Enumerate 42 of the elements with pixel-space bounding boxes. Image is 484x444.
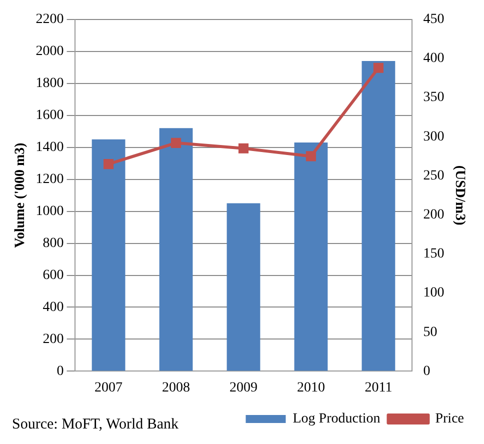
y2-tick-label: 50: [423, 324, 438, 340]
bar: [92, 139, 126, 371]
y2-tick-label: 200: [423, 208, 444, 223]
bar: [159, 128, 193, 371]
y-tick-label: 1800: [36, 76, 64, 92]
legend-label: Log Production: [292, 412, 380, 427]
y2-tick-label: 100: [423, 286, 444, 301]
y2-tick-label: 300: [423, 129, 444, 144]
y2-axis-title: (USD/m3): [452, 165, 467, 226]
y-tick-label: 1400: [36, 140, 64, 155]
legend-label: Price: [435, 412, 464, 427]
x-tick-label: 2011: [364, 380, 392, 396]
y2-tick-label: 350: [423, 90, 444, 106]
y-tick-label: 400: [42, 300, 64, 315]
y-tick-label: 1200: [36, 172, 64, 187]
point: [104, 158, 114, 170]
y-tick-label: 1000: [36, 204, 64, 219]
y-tick-label: 200: [42, 332, 64, 347]
point: [373, 62, 384, 73]
source-note: Source: MoFT, World Bank: [12, 416, 180, 432]
y-tick-label: 600: [42, 268, 64, 283]
y2-tick-label: 150: [423, 246, 444, 262]
y-tick-label: 2200: [36, 12, 64, 28]
y2-tick-label: 400: [423, 51, 444, 66]
y-tick-label: 800: [42, 236, 64, 251]
x-tick-label: 2010: [296, 380, 325, 396]
x-tick-label: 2009: [230, 380, 258, 396]
y2-tick-label: 0: [423, 364, 430, 379]
bar: [362, 60, 396, 371]
y-tick-label: 2000: [36, 44, 64, 60]
y-tick-label: 0: [56, 364, 64, 379]
y2-tick-label: 250: [423, 168, 444, 184]
y-axis-title: Volume ('000 m3): [13, 142, 28, 248]
bar: [294, 142, 328, 371]
point: [238, 143, 249, 154]
y2-tick-label: 450: [423, 12, 444, 28]
x-tick-label: 2007: [94, 380, 123, 396]
y-tick-label: 1600: [36, 108, 64, 124]
point: [306, 151, 316, 162]
x-tick-label: 2008: [162, 380, 190, 396]
point: [170, 138, 182, 148]
bar: [226, 203, 260, 371]
